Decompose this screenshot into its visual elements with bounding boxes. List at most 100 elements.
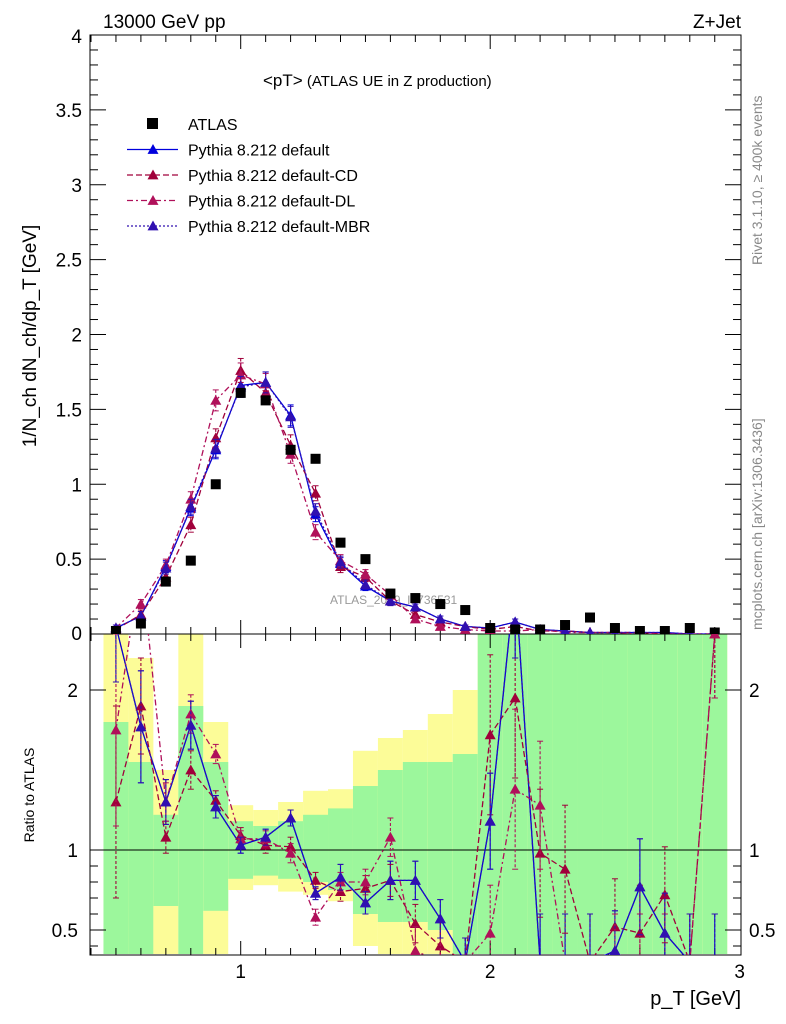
- ratio-marker-dashed: [409, 918, 421, 928]
- y-tick-label-ratio-right: 1: [749, 841, 760, 862]
- main-marker-dashdot: [210, 394, 222, 405]
- main-marker-dotted: [434, 613, 446, 624]
- ratio-marker-dotted: [235, 839, 247, 850]
- ratio-marker-dashed: [585, 957, 596, 967]
- ratio-marker-dotted: [210, 801, 222, 812]
- ratio-marker-dotted: [585, 957, 596, 967]
- ratio-marker-dashed: [684, 957, 695, 967]
- y-tick-label-main: 2: [71, 326, 82, 347]
- ratio-marker-dotted: [684, 957, 695, 967]
- ratio-marker-dashdot: [135, 557, 146, 567]
- main-marker-dashdot: [359, 568, 371, 579]
- main-atlas-point: [385, 588, 396, 599]
- ratio-marker-dashdot: [484, 927, 496, 938]
- x-tick-label: 2: [485, 962, 496, 983]
- y-tick-label-ratio-right: 0.5: [749, 921, 775, 942]
- main-atlas-point: [160, 576, 171, 587]
- ratio-marker-dashdot: [659, 957, 670, 967]
- legend-label: Pythia 8.212 default-CD: [188, 168, 358, 185]
- legend: ATLAS Pythia 8.212 default Pythia 8.212 de…: [127, 117, 370, 236]
- main-marker-dotted: [359, 579, 371, 589]
- main-atlas-point: [310, 453, 321, 464]
- main-atlas-point: [535, 624, 546, 634]
- ratio-marker-dotted: [634, 881, 646, 892]
- y-tick-label-ratio-left: 1: [67, 841, 78, 862]
- ratio-marker-dashdot: [310, 911, 322, 922]
- ratio-band-green: [303, 814, 329, 882]
- main-atlas-point: [510, 624, 521, 634]
- main-atlas-point: [560, 620, 571, 631]
- main-marker-dotted: [285, 411, 297, 422]
- ratio-marker-dashed: [210, 794, 222, 805]
- ratio-ylabel: Ratio to ATLAS: [21, 748, 37, 843]
- main-marker-dashdot: [135, 598, 147, 609]
- main-marker-dotted: [160, 562, 172, 573]
- main-marker-dashdot: [310, 526, 322, 537]
- ratio-marker-dotted: [560, 957, 571, 967]
- ratio-marker-dashdot: [634, 957, 645, 967]
- ratio-marker-dotted: [409, 874, 421, 885]
- main-series-layer: [110, 357, 720, 634]
- analysis-watermark: ATLAS_2019_I1736531: [330, 593, 458, 607]
- header-left: 13000 GeV pp: [103, 12, 226, 33]
- mcplots-label: mcplots.cern.ch [arXiv:1306.3436]: [749, 418, 765, 630]
- ratio-band-green: [128, 762, 154, 954]
- main-atlas-point: [135, 618, 146, 629]
- ratio-band-green: [577, 634, 603, 954]
- ratio-marker-dotted: [384, 874, 396, 885]
- main-atlas-point: [709, 627, 720, 634]
- ratio-marker-dashdot: [709, 634, 721, 639]
- main-marker-dashdot: [434, 621, 446, 631]
- main-marker-dashdot: [409, 613, 421, 624]
- legend-marker-solid: [147, 144, 159, 154]
- ratio-marker-dashdot: [110, 724, 122, 735]
- main-marker-dashed: [185, 519, 197, 530]
- ratio-marker-dotted: [160, 796, 172, 807]
- ratio-marker-dotted: [484, 815, 496, 826]
- x-axis-label: p_T [GeV]: [650, 988, 741, 1010]
- ratio-marker-dotted: [310, 887, 322, 898]
- main-marker-dotted: [335, 556, 346, 567]
- main-atlas-point: [110, 626, 121, 634]
- ratio-marker-dotted: [335, 871, 346, 882]
- ratio-marker-dashdot: [359, 876, 371, 887]
- y-tick-label-ratio-left: 2: [67, 681, 78, 702]
- main-marker-dashed: [310, 487, 322, 498]
- legend-marker-dashed: [147, 169, 159, 180]
- main-marker-dotted: [260, 376, 272, 387]
- ratio-marker-dotted: [609, 945, 621, 955]
- main-marker-dotted: [135, 610, 147, 621]
- plot-title-sub: (ATLAS UE in Z production): [303, 73, 492, 90]
- main-marker-dotted: [310, 505, 322, 516]
- main-atlas-point: [435, 599, 446, 610]
- ratio-marker-solid: [560, 957, 571, 967]
- ratio-marker-dashed: [559, 863, 571, 874]
- main-marker-dotted: [210, 442, 222, 453]
- x-tick-label: 3: [734, 962, 745, 983]
- ratio-band-green: [203, 762, 229, 911]
- ratio-marker-dashdot: [210, 748, 222, 759]
- main-atlas-point: [585, 612, 595, 623]
- main-atlas-point: [460, 605, 471, 616]
- ratio-series-layer: [110, 557, 721, 967]
- main-atlas-point: [410, 593, 421, 604]
- plot-title: <pT> (ATLAS UE in Z production): [263, 71, 492, 90]
- y-tick-label-main: 3.5: [56, 101, 82, 122]
- ratio-marker-solid: [585, 957, 596, 967]
- legend-label: Pythia 8.212 default-DL: [188, 194, 355, 211]
- main-atlas-point: [659, 626, 670, 634]
- ratio-marker-dashed: [335, 886, 346, 896]
- ratio-marker-dashed: [460, 957, 471, 967]
- ratio-marker-dashdot: [384, 831, 396, 842]
- legend-marker-atlas: [147, 118, 158, 129]
- rivet-label: Rivet 3.1.10, ≥ 400k events: [749, 95, 765, 265]
- legend-marker-dashdot: [147, 195, 159, 205]
- main-marker-dotted: [509, 616, 521, 627]
- ratio-marker-dotted: [185, 719, 197, 730]
- main-marker-dotted: [384, 595, 396, 606]
- ratio-marker-dashed: [509, 692, 521, 703]
- y-tick-label-ratio-left: 0.5: [52, 921, 78, 942]
- ratio-marker-solid: [709, 957, 720, 967]
- ratio-marker-dashdot: [534, 799, 546, 810]
